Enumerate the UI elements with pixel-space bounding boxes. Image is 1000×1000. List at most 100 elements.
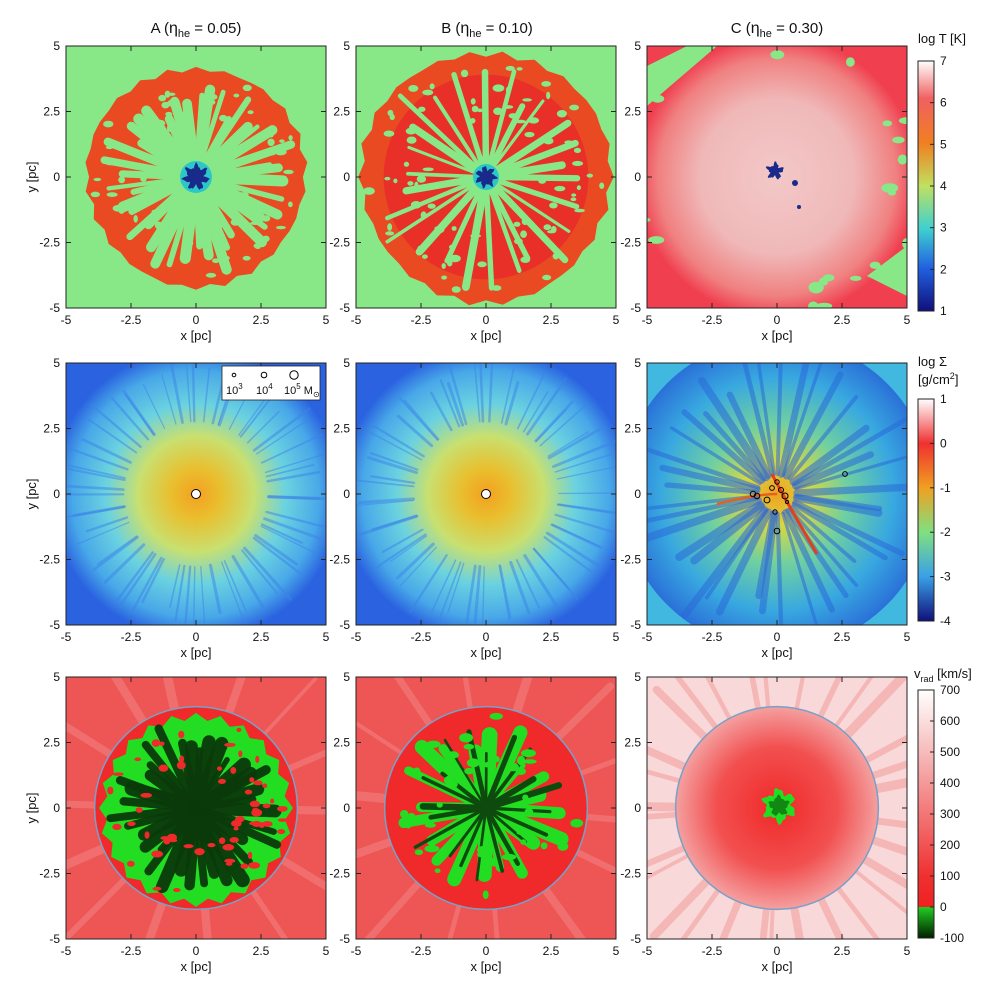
x-tick-label: 2.5 xyxy=(253,313,270,327)
cold-clump xyxy=(572,160,584,167)
low-density-channel xyxy=(755,510,777,600)
cold-filament xyxy=(126,178,194,241)
inflow-clump xyxy=(447,751,459,759)
y-tick-label: 0 xyxy=(634,170,641,184)
density-streak xyxy=(169,363,184,424)
outflow-streak xyxy=(162,677,180,714)
outflowing-pocket xyxy=(127,821,136,827)
panel-temperature-c: -5 -2.5 0 2.5 5 5 2.5 0 -2.5 -5 x [pc] xyxy=(620,39,910,343)
cold-clump xyxy=(151,209,157,214)
low-density-channel xyxy=(792,493,883,517)
x-tick-label: -5 xyxy=(642,313,653,327)
y-tick-label: 5 xyxy=(343,670,350,684)
density-streak xyxy=(500,367,515,424)
y-tick-label: -2.5 xyxy=(39,553,60,567)
x-tick-label: 5 xyxy=(323,630,330,644)
cold-clump xyxy=(770,50,785,60)
inflow-clump xyxy=(399,809,409,819)
cold-clump xyxy=(505,86,510,94)
density-streak xyxy=(523,554,559,609)
cold-clump xyxy=(138,223,147,228)
cold-clump xyxy=(520,256,531,263)
low-density-channel xyxy=(703,411,767,482)
colorbar-tick-label: -2 xyxy=(940,525,951,539)
y-tick-label: -5 xyxy=(339,932,350,946)
cold-clump xyxy=(429,83,435,90)
outflowing-pocket xyxy=(134,757,142,762)
density-streak xyxy=(141,558,165,604)
cold-clump xyxy=(422,167,434,172)
outflowing-pocket xyxy=(144,831,150,839)
density-streak xyxy=(446,381,465,427)
inflow-clump xyxy=(570,818,584,828)
density-streak xyxy=(372,424,425,458)
y-tick-label: -2.5 xyxy=(39,236,60,250)
density-streak xyxy=(252,407,311,452)
velocity-map xyxy=(356,677,616,939)
outflow-streak xyxy=(492,906,500,939)
cold-clump xyxy=(543,137,554,145)
density-streak xyxy=(429,391,453,432)
density-streak xyxy=(400,546,437,586)
shell-boundary-circle xyxy=(93,705,299,911)
legend-label-1e4: 104 xyxy=(256,382,273,397)
cold-clump xyxy=(451,286,461,293)
legend-marker-large xyxy=(289,370,299,380)
x-tick-label: 0 xyxy=(193,630,200,644)
x-axis-label: x [pc] xyxy=(761,645,792,660)
cold-clump xyxy=(105,160,115,166)
y-tick-label: 5 xyxy=(634,670,641,684)
inflow-clump xyxy=(441,760,453,765)
outflowing-pocket xyxy=(251,820,262,827)
outflow-streak xyxy=(704,677,732,721)
colorbar-tick-label: 100 xyxy=(940,869,960,883)
low-density-channel xyxy=(681,409,765,484)
cold-clump xyxy=(244,174,257,183)
x-tick-label: -2.5 xyxy=(702,944,723,958)
outflow-streak xyxy=(250,889,289,939)
cold-clump xyxy=(574,208,585,213)
density-streak xyxy=(254,534,299,566)
outflowing-pocket xyxy=(252,807,259,812)
density-streak xyxy=(66,445,129,471)
y-tick-label: -2.5 xyxy=(329,553,350,567)
y-tick-label: 0 xyxy=(53,170,60,184)
cold-clump xyxy=(168,92,176,96)
cold-filament xyxy=(196,177,268,248)
cold-clump xyxy=(648,236,665,244)
colorbar-label-density: log Σ xyxy=(918,354,947,369)
density-streak xyxy=(447,562,465,613)
y-tick-label: 2.5 xyxy=(333,422,350,436)
velocity-map xyxy=(647,677,907,939)
cold-clump xyxy=(165,111,173,117)
density-streak xyxy=(255,419,309,455)
outflow-streak xyxy=(769,907,775,939)
low-density-channel xyxy=(788,507,859,588)
legend-marker-small xyxy=(231,372,237,378)
y-axis-label: y [pc] xyxy=(24,478,39,509)
outflowing-pocket xyxy=(140,792,153,798)
x-tick-label: 0 xyxy=(774,313,781,327)
y-tick-label: -5 xyxy=(339,618,350,632)
y-tick-label: -5 xyxy=(49,301,60,315)
low-density-channel xyxy=(794,455,907,491)
cold-clump xyxy=(416,175,427,183)
outflowing-pocket xyxy=(249,777,255,783)
inflow-clump xyxy=(540,842,548,850)
outflowing-pocket xyxy=(225,862,233,866)
density-streak xyxy=(439,379,461,428)
outflowing-pocket xyxy=(163,837,171,845)
inflow-clump xyxy=(435,763,446,770)
low-density-channel xyxy=(647,496,762,543)
y-tick-label: 5 xyxy=(53,670,60,684)
y-tick-label: 2.5 xyxy=(624,422,641,436)
density-streak xyxy=(543,536,594,574)
cold-clump xyxy=(154,221,163,230)
density-streak xyxy=(174,564,186,622)
x-tick-label: -5 xyxy=(351,313,362,327)
sink-particle xyxy=(774,479,780,485)
x-tick-label: 2.5 xyxy=(543,944,560,958)
density-streak xyxy=(395,542,435,580)
cold-clump xyxy=(249,205,256,210)
x-tick-label: 5 xyxy=(323,313,330,327)
